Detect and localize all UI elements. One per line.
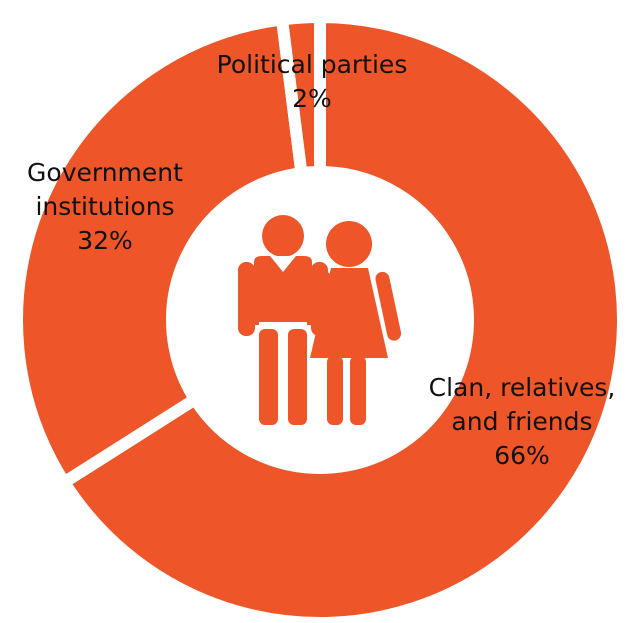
slice-category-label: institutions	[35, 192, 174, 221]
slice-value-label: 66%	[494, 441, 550, 470]
slice-labels: Clan, relatives, and friends 66% Government…	[27, 50, 615, 470]
couple-icon	[238, 215, 402, 425]
slice-value-label: 2%	[292, 84, 332, 113]
donut-slice-1	[55, 10, 629, 623]
slice-category-label: Political parties	[217, 50, 408, 79]
slice-label-1: Clan, relatives, and friends 66%	[429, 373, 616, 470]
slice-category-label: and friends	[451, 407, 592, 436]
slice-label-3: Political parties 2%	[217, 50, 408, 113]
slice-value-label: 32%	[77, 226, 133, 255]
slice-category-label: Government	[27, 158, 183, 187]
slice-label-2: Government institutions 32%	[27, 158, 183, 255]
donut-slice-3	[275, 10, 326, 180]
donut-slices	[11, 10, 629, 623]
slice-category-label: Clan, relatives,	[429, 373, 616, 402]
donut-slice-2	[11, 12, 309, 491]
